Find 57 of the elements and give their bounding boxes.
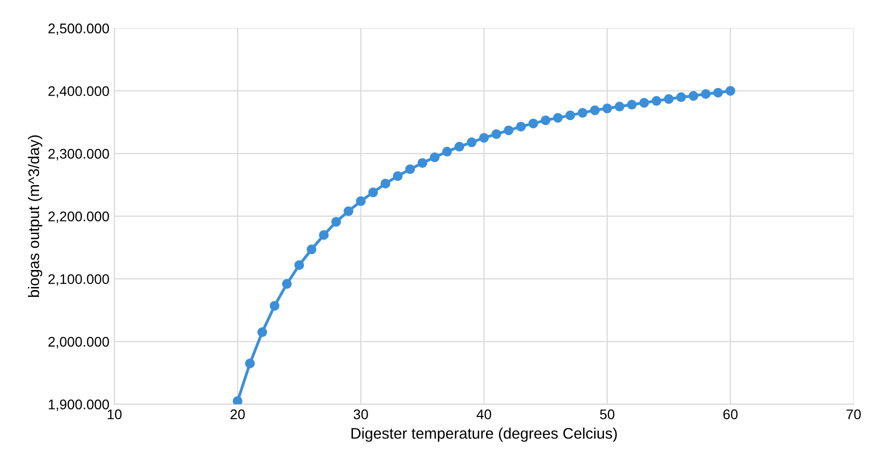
point (528, 118, 538, 128)
point (664, 94, 674, 104)
point (245, 358, 255, 368)
point (614, 102, 624, 112)
point (652, 96, 662, 106)
point (713, 88, 723, 98)
point (331, 216, 342, 227)
point (565, 110, 576, 120)
point (318, 230, 329, 240)
x-tick-label: 10 (108, 409, 122, 420)
point (553, 112, 563, 123)
point (516, 122, 526, 132)
y-tick-label: 1,900.000 (48, 400, 109, 412)
y-axis-title: biogas output (m^3/day) (28, 135, 42, 297)
point (688, 91, 698, 101)
point (306, 244, 316, 254)
point (430, 152, 440, 162)
point (540, 115, 550, 126)
point (282, 279, 292, 289)
point (344, 206, 354, 216)
x-tick-label: 60 (723, 409, 738, 420)
point (392, 171, 403, 181)
point (504, 125, 514, 136)
x-tick-label: 50 (600, 409, 614, 420)
point (700, 89, 711, 99)
y-tick-label: 2,500.000 (48, 24, 109, 36)
point (626, 100, 637, 110)
point (294, 260, 304, 270)
y-tick-label: 2,200.000 (48, 212, 109, 224)
point (356, 196, 366, 206)
point (676, 92, 686, 102)
point (639, 98, 650, 108)
point (257, 327, 268, 337)
x-tick-label: 30 (354, 409, 368, 420)
x-tick-label: 20 (230, 409, 245, 420)
y-tick-label: 2,100.000 (48, 274, 109, 286)
point (368, 188, 378, 198)
y-tick-label: 2,400.000 (48, 86, 109, 98)
x-axis-title: Digester temperature (degrees Celcius) (352, 428, 617, 442)
point (405, 164, 415, 174)
point (466, 137, 477, 148)
point (602, 104, 612, 114)
point (491, 129, 502, 139)
point (270, 300, 280, 311)
x-tick-label: 40 (476, 409, 492, 420)
point (442, 146, 452, 157)
x-tick-label: 70 (846, 409, 861, 420)
point (590, 105, 600, 116)
y-tick-label: 2,000.000 (48, 336, 109, 348)
point (418, 158, 428, 168)
point (479, 133, 489, 143)
point (578, 108, 588, 118)
point (454, 142, 464, 152)
y-tick-label: 2,300.000 (48, 148, 109, 160)
point (380, 178, 390, 188)
point (726, 86, 736, 96)
point (232, 396, 242, 404)
